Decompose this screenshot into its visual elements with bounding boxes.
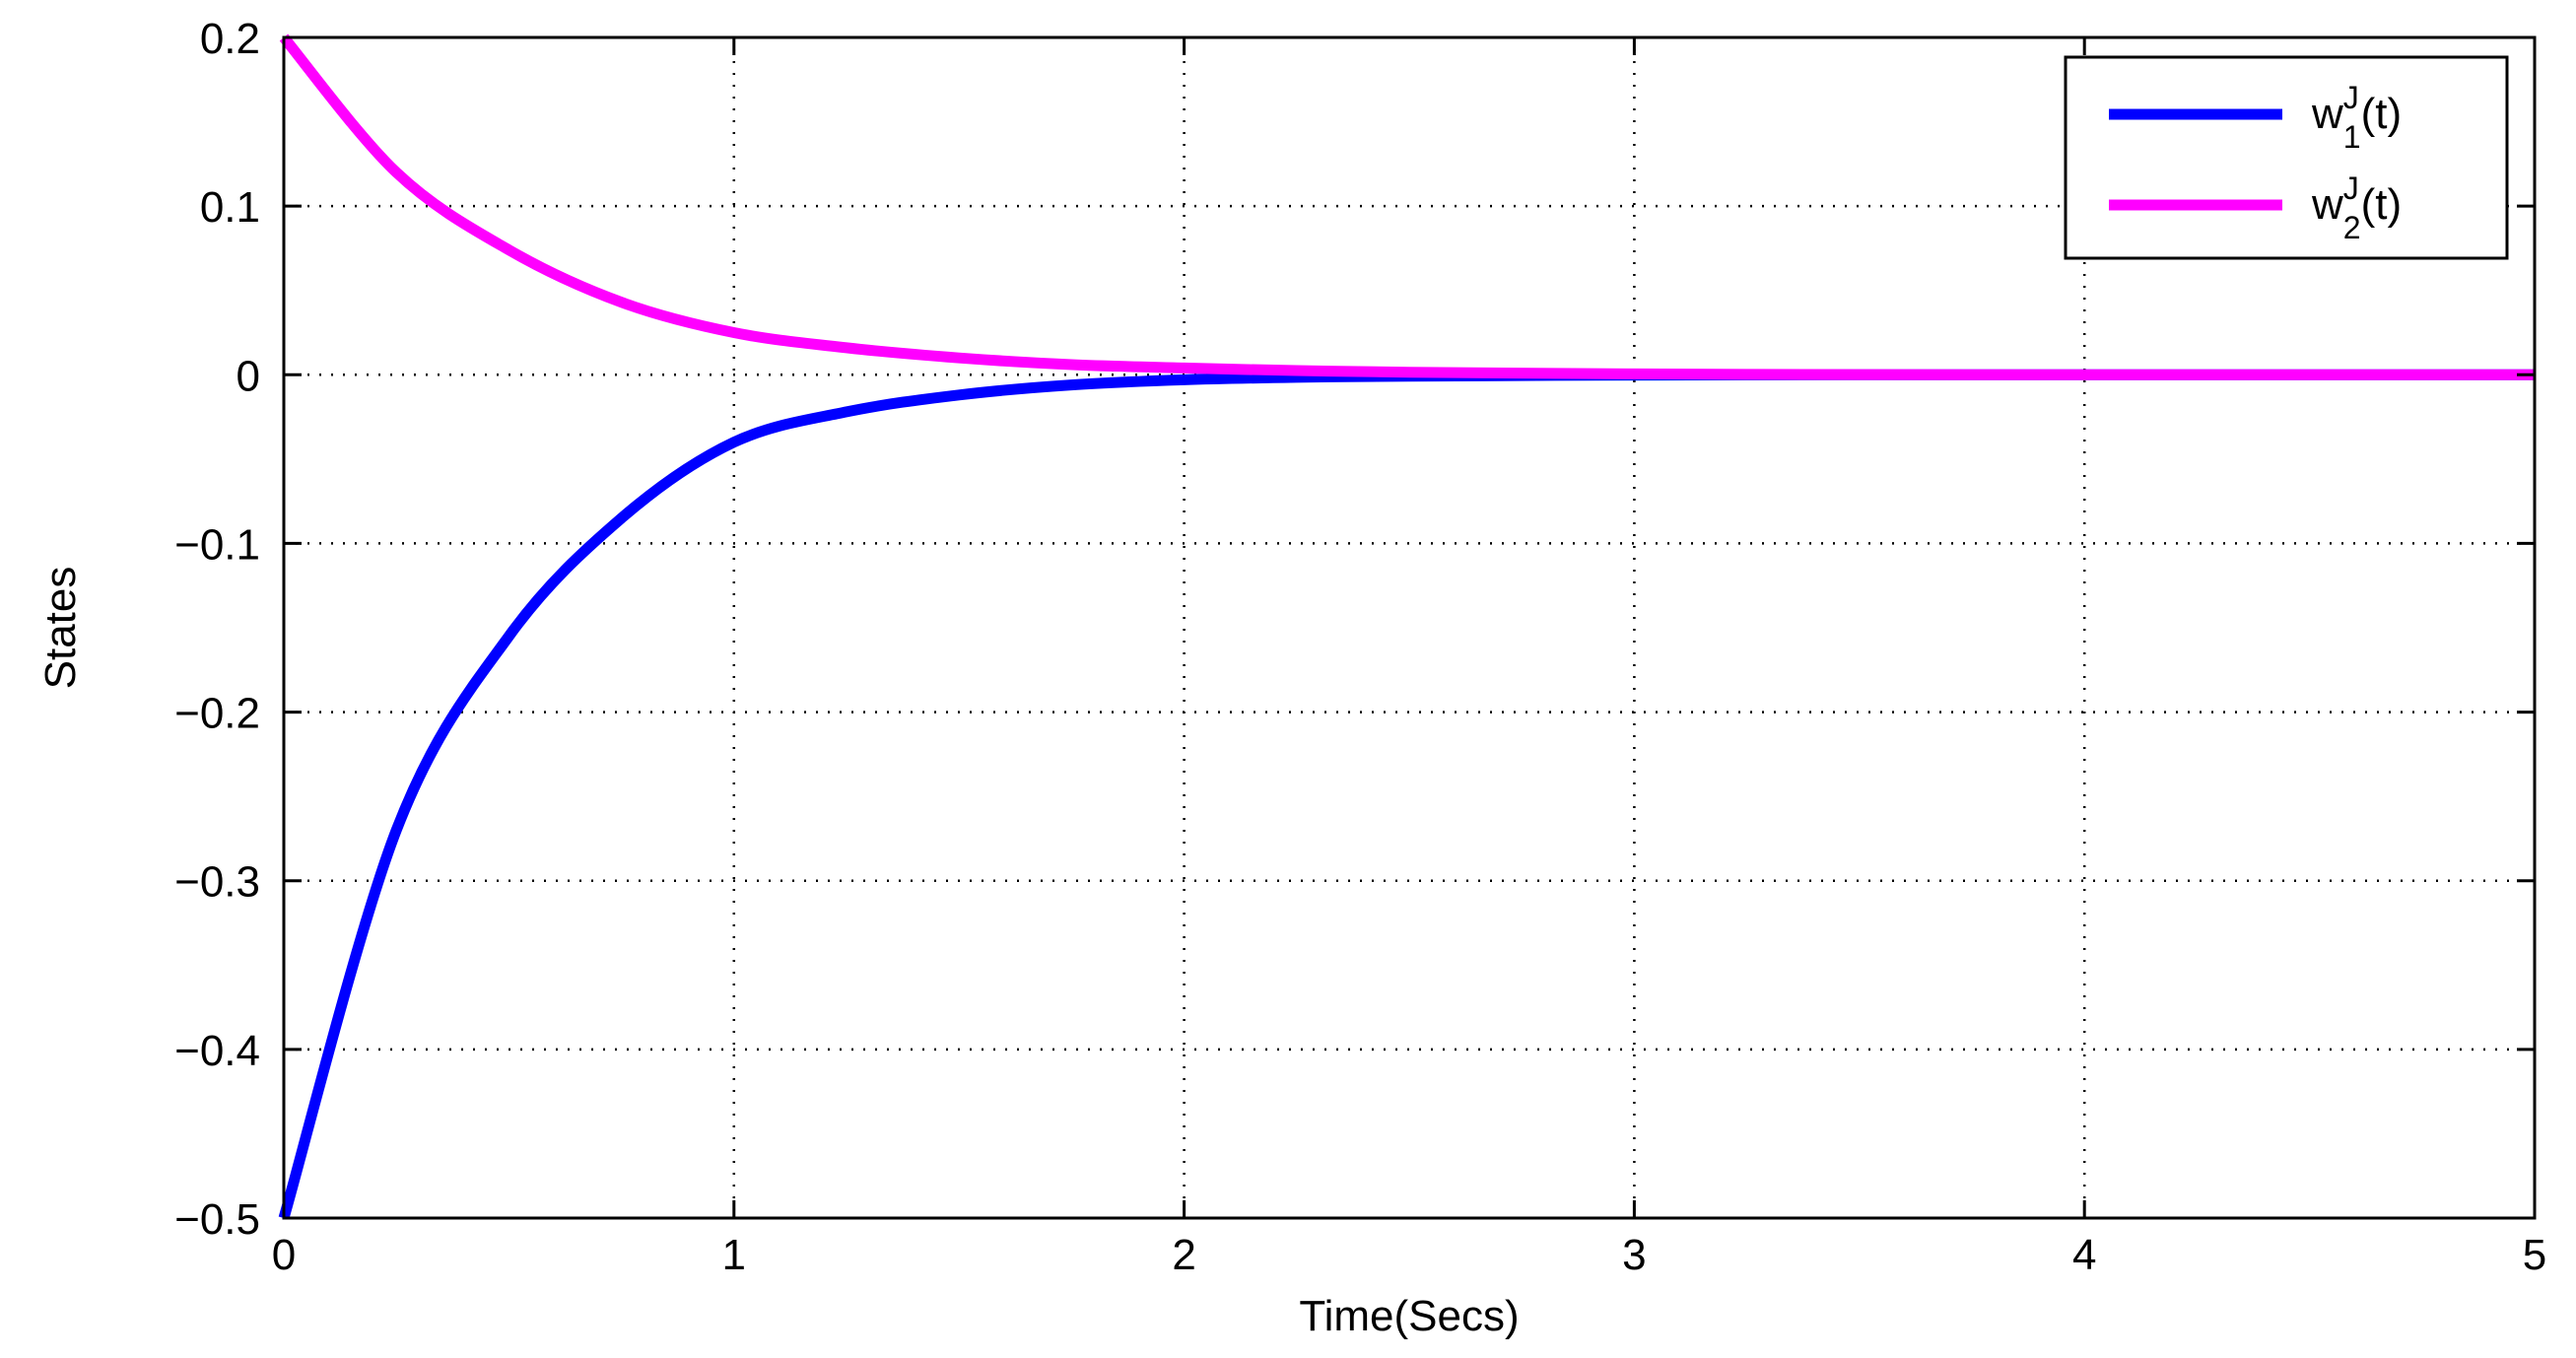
x-axis-label: Time(Secs) — [1299, 1292, 1519, 1340]
y-tick-label: −0.1 — [174, 520, 260, 569]
legend: wJ 1(t) wJ 2(t) — [2064, 55, 2509, 260]
series-line-1 — [278, 369, 2536, 1220]
plot-area-frame — [282, 35, 2537, 1220]
x-tick-label: 5 — [2523, 1231, 2546, 1279]
y-axis-label: States — [36, 567, 85, 690]
legend-entry-2: wJ 2(t) — [2311, 170, 2402, 245]
legend-box — [2064, 55, 2509, 260]
x-tick-label: 0 — [272, 1231, 296, 1279]
legend-entry-1: wJ 1(t) — [2311, 80, 2402, 155]
y-tick-label: −0.3 — [174, 858, 260, 907]
x-tick-label: 2 — [1172, 1231, 1195, 1279]
series-lines — [278, 34, 2536, 1220]
series-line-2 — [279, 34, 2536, 380]
axis-ticks — [282, 35, 2537, 1220]
y-tick-label: −0.5 — [174, 1195, 260, 1244]
y-tick-label: −0.4 — [174, 1027, 260, 1075]
x-tick-label: 3 — [1622, 1231, 1646, 1279]
x-tick-label: 4 — [2072, 1231, 2096, 1279]
x-tick-label: 1 — [722, 1231, 746, 1279]
y-tick-label: 0 — [237, 352, 260, 400]
y-tick-label: −0.2 — [174, 690, 260, 738]
y-tick-label: 0.1 — [200, 183, 260, 232]
y-tick-label: 0.2 — [200, 15, 260, 63]
tick-labels: 0 1 2 3 4 5 −0.5 −0.4 −0.3 −0.2 −0.1 0 0.1 0.2 — [174, 15, 2546, 1279]
